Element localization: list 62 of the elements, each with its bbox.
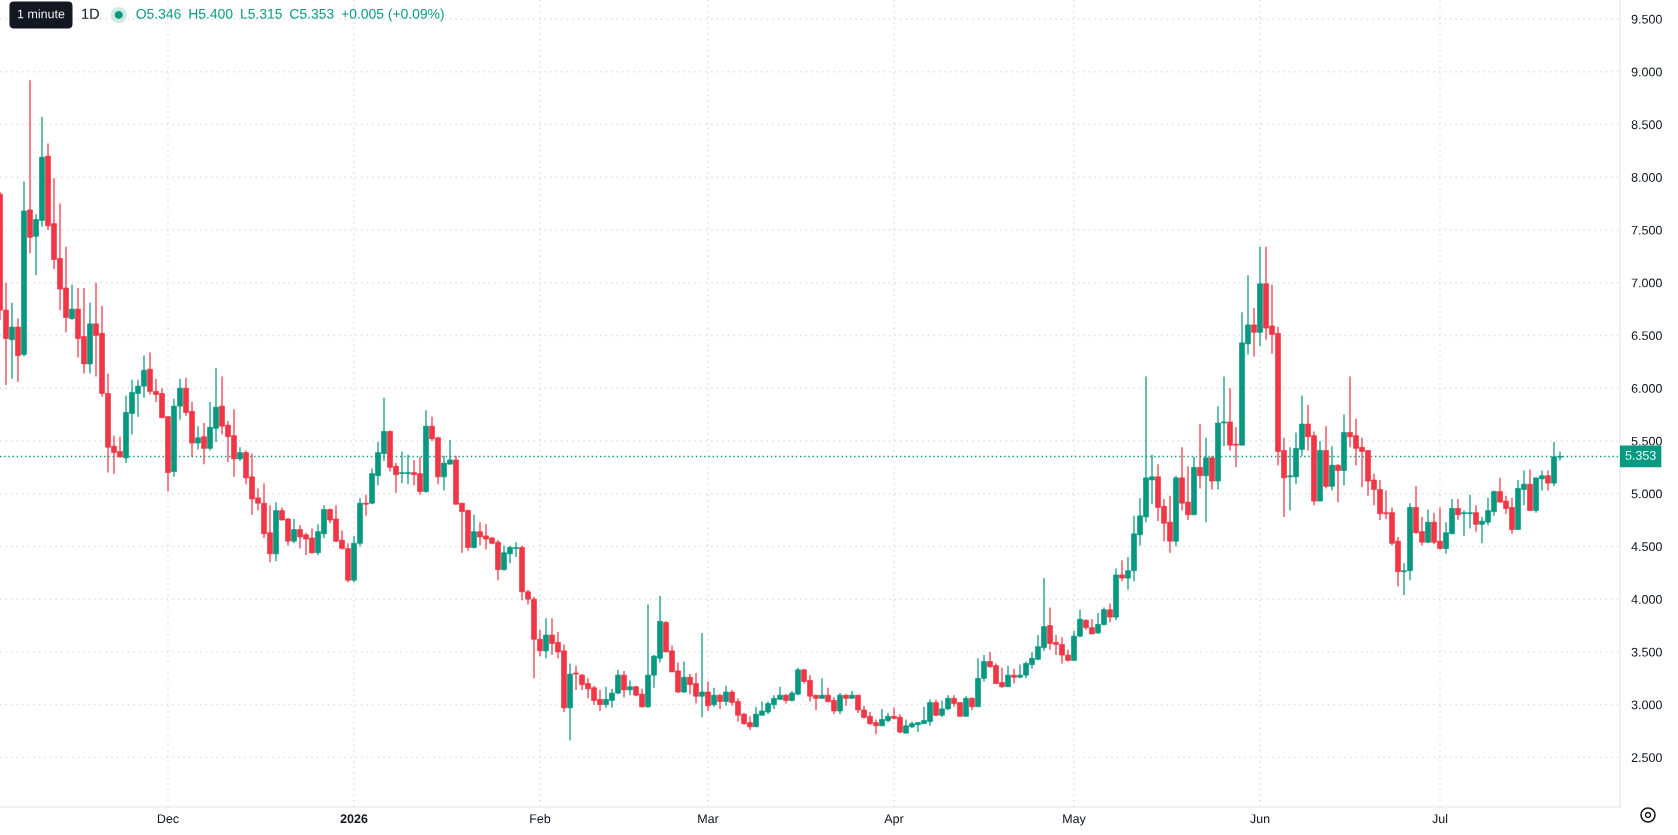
y-tick-label: 5.500 [1631, 436, 1662, 446]
candlestick [9, 302, 15, 380]
chart-title: 1D [82, 8, 99, 19]
candlestick [69, 284, 75, 321]
candlestick [291, 518, 297, 544]
y-tick-label: 7.000 [1631, 278, 1662, 288]
candlestick [363, 494, 369, 517]
annotation: O5.346 [136, 8, 181, 19]
candlestick [1011, 668, 1017, 685]
y-tick-label: 3.000 [1631, 700, 1662, 710]
y-tick-label: 3.500 [1631, 647, 1662, 657]
candlestick [627, 679, 633, 696]
candlestick [819, 677, 825, 699]
annotation: H5.400 [189, 8, 233, 19]
candlestick [1455, 498, 1461, 521]
y-tick-label: 5.000 [1631, 489, 1662, 499]
x-tick-label: Jun [1250, 814, 1270, 824]
candlestick [1251, 307, 1257, 358]
candlestick [1209, 455, 1215, 491]
annotation: C5.353 [290, 8, 334, 19]
ref-line-label: 5.353 [1625, 450, 1656, 460]
y-tick-label: 2.500 [1631, 753, 1662, 763]
candlestick [723, 685, 729, 707]
y-tick-label: 8.000 [1631, 173, 1662, 182]
candlestick [1425, 508, 1431, 544]
candlestick [471, 514, 477, 550]
y-tick-label: 4.500 [1631, 542, 1662, 552]
candlestick [699, 632, 705, 718]
candlestick [963, 695, 969, 717]
candlestick [705, 680, 711, 712]
candlestick [1473, 504, 1479, 533]
x-tick-label: 2026 [340, 814, 368, 824]
candlestick [1545, 469, 1551, 492]
y-tick-label: 9.000 [1631, 67, 1662, 77]
candlestick [201, 422, 207, 465]
x-tick-label: Feb [530, 813, 551, 824]
x-tick-label: May [1063, 814, 1086, 826]
annotation: L5.315 [241, 8, 282, 19]
candlestick [681, 660, 687, 694]
candlestick [1335, 463, 1341, 503]
candlestick [1107, 602, 1113, 624]
x-tick-label: Jul [1432, 813, 1448, 824]
y-tick-label: 8.500 [1631, 120, 1662, 130]
annotation: +0.005 (+0.09%) [341, 8, 444, 22]
candlestick [1005, 665, 1011, 688]
candlestick [843, 693, 849, 707]
candlestick [1119, 559, 1125, 582]
candlestick [837, 692, 843, 715]
y-tick-label: 6.000 [1631, 384, 1662, 393]
candlestick [711, 687, 717, 708]
x-tick-label: Apr [884, 814, 904, 826]
annotation: 1 minute [17, 9, 65, 19]
candlestick [195, 425, 201, 451]
y-tick-label: 9.500 [1631, 14, 1662, 24]
y-tick-label: 7.500 [1631, 225, 1662, 235]
y-tick-label: 6.500 [1631, 331, 1662, 341]
y-tick-label: 4.000 [1631, 594, 1662, 604]
x-tick-label: Mar [698, 814, 719, 824]
x-tick-label: Dec [157, 814, 179, 824]
candlestick [543, 617, 549, 659]
candlestick [1197, 423, 1203, 490]
candlestick [621, 670, 627, 698]
